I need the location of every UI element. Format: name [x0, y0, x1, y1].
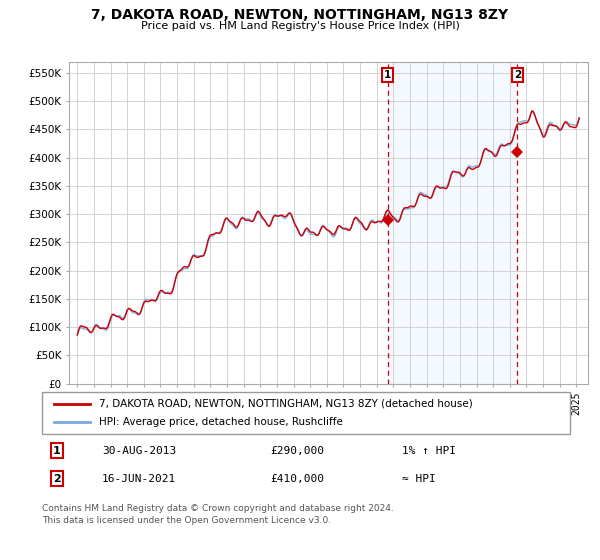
Text: 1: 1	[53, 446, 61, 456]
Text: 1: 1	[384, 69, 391, 80]
Text: Contains HM Land Registry data © Crown copyright and database right 2024.: Contains HM Land Registry data © Crown c…	[42, 504, 394, 513]
Text: Price paid vs. HM Land Registry's House Price Index (HPI): Price paid vs. HM Land Registry's House …	[140, 21, 460, 31]
Text: 16-JUN-2021: 16-JUN-2021	[102, 474, 176, 484]
Text: HPI: Average price, detached house, Rushcliffe: HPI: Average price, detached house, Rush…	[99, 417, 343, 427]
Bar	[388, 62, 517, 384]
Text: £290,000: £290,000	[270, 446, 324, 456]
Text: 7, DAKOTA ROAD, NEWTON, NOTTINGHAM, NG13 8ZY (detached house): 7, DAKOTA ROAD, NEWTON, NOTTINGHAM, NG13…	[99, 399, 473, 409]
Text: ≈ HPI: ≈ HPI	[402, 474, 436, 484]
Text: This data is licensed under the Open Government Licence v3.0.: This data is licensed under the Open Gov…	[42, 516, 331, 525]
Text: £410,000: £410,000	[270, 474, 324, 484]
Text: 30-AUG-2013: 30-AUG-2013	[102, 446, 176, 456]
Text: 2: 2	[53, 474, 61, 484]
Text: 1% ↑ HPI: 1% ↑ HPI	[402, 446, 456, 456]
Text: 7, DAKOTA ROAD, NEWTON, NOTTINGHAM, NG13 8ZY: 7, DAKOTA ROAD, NEWTON, NOTTINGHAM, NG13…	[91, 8, 509, 22]
Text: 2: 2	[514, 69, 521, 80]
